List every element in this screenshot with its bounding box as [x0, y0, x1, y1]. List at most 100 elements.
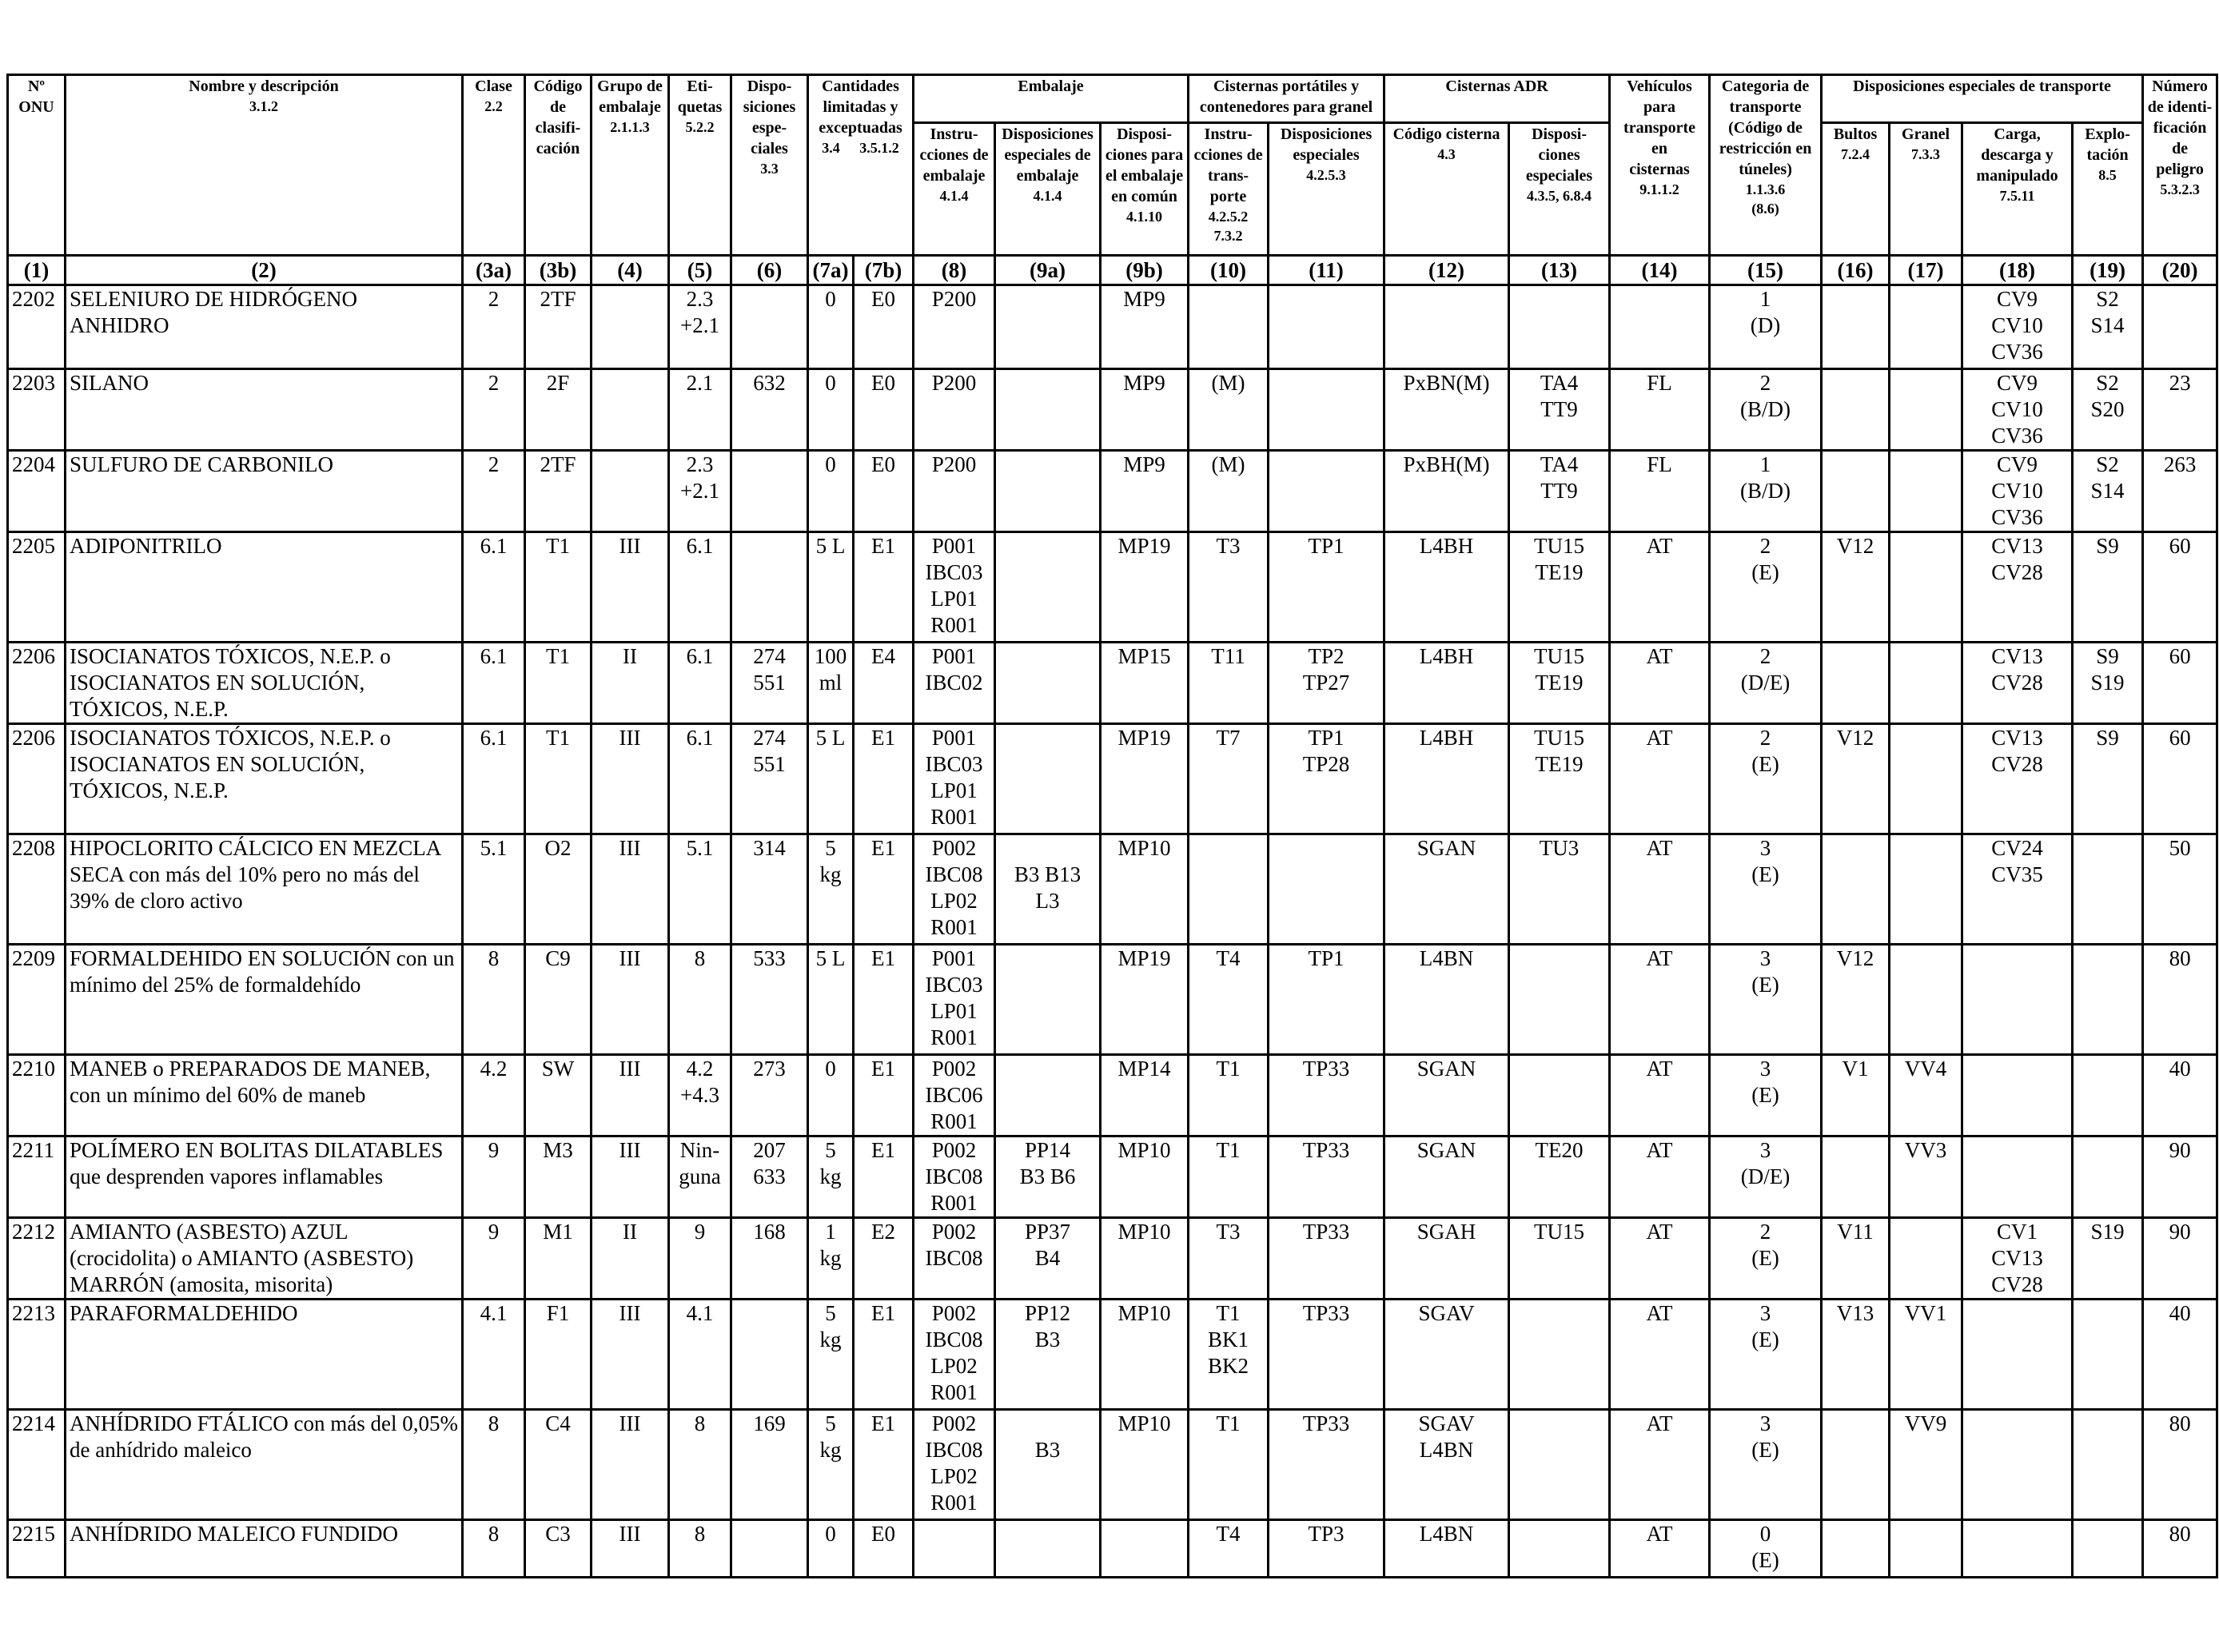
un-number-cell: 2209 [6, 943, 66, 1056]
limited-quantity-cell: 5 kg [807, 833, 855, 945]
mixed-packing-cell: MP10 [1099, 833, 1190, 945]
operation-cell [2071, 943, 2145, 1056]
bulk-cell [1888, 449, 1964, 533]
classification-code-cell: 2F [524, 368, 592, 452]
limited-quantity-cell: 0 [807, 1053, 855, 1137]
packing-group-cell: III [590, 1053, 670, 1137]
vehicle-cell: AT [1608, 1053, 1711, 1137]
hazard-id-cell: 60 [2141, 531, 2219, 643]
un-number-cell: 2204 [6, 449, 66, 533]
header-un-number: Nº ONU [6, 74, 66, 257]
bulk-cell [1888, 284, 1964, 370]
packing-instructions-cell: P002 IBC06 R001 [912, 1053, 997, 1137]
packing-group-cell: III [590, 943, 670, 1056]
packing-group-cell: III [590, 1135, 670, 1219]
un-number-cell: 2208 [6, 833, 66, 945]
tank-provisions-cell: TU15 TE19 [1508, 531, 1611, 643]
packing-group-cell: II [590, 1216, 670, 1300]
tank-code-cell: SGAH [1383, 1216, 1511, 1300]
name-cell: ISOCIANATOS TÓXICOS, N.E.P. o ISOCIANATO… [64, 641, 464, 725]
hazard-id-cell: 80 [2141, 1408, 2219, 1521]
tank-special-cell [1267, 449, 1386, 533]
mixed-packing-cell [1099, 1519, 1190, 1578]
labels-cell: 9 [667, 1216, 732, 1300]
un-number-cell: 2202 [6, 284, 66, 370]
header-adr-tanks: Cisternas ADR [1383, 74, 1611, 124]
header-packages: Bultos 7.2.4 [1820, 121, 1891, 257]
header-portable-tanks: Cisternas portátiles y contenedores para… [1187, 74, 1386, 124]
name-cell: AMIANTO (ASBESTO) AZUL (crocidolita) o A… [64, 1216, 464, 1300]
special-provisions-cell: 274 551 [730, 641, 809, 725]
tank-provisions-cell: TU15 TE19 [1508, 723, 1611, 835]
packing-group-cell: III [590, 1519, 670, 1578]
tank-instructions-cell: T4 [1187, 943, 1270, 1056]
packing-instructions-cell: P002 IBC08 LP02 R001 [912, 833, 997, 945]
class-cell: 2 [461, 284, 526, 370]
column-number: (4) [590, 254, 670, 286]
classification-code-cell: 2TF [524, 449, 592, 533]
packing-instructions-cell: P200 [912, 284, 997, 370]
table-body: 2202 SELENIURO DE HIDRÓGENO ANHIDRO 2 2TF 2.… [6, 284, 2219, 1578]
packages-cell: V1 [1820, 1053, 1891, 1137]
excepted-quantity-cell: E1 [851, 723, 915, 835]
vehicle-cell: AT [1608, 1216, 1711, 1300]
packing-special-cell [994, 449, 1102, 533]
tank-instructions-cell [1187, 284, 1270, 370]
class-cell: 6.1 [461, 641, 526, 725]
hazard-id-cell: 40 [2141, 1053, 2219, 1137]
tank-code-cell: PxBH(M) [1383, 449, 1511, 533]
special-provisions-cell: 273 [730, 1053, 809, 1137]
packing-special-cell: PP37 B4 [994, 1216, 1102, 1300]
transport-category-cell: 1 (D) [1708, 284, 1823, 370]
bulk-cell [1888, 641, 1964, 725]
name-cell: ISOCIANATOS TÓXICOS, N.E.P. o ISOCIANATO… [64, 723, 464, 835]
header-vehicle: Vehículos para transporte en cisternas 9.… [1608, 74, 1711, 257]
mixed-packing-cell: MP10 [1099, 1298, 1190, 1411]
transport-category-cell: 2 (E) [1708, 531, 1823, 643]
hazard-id-cell: 23 [2141, 368, 2219, 452]
name-cell: PARAFORMALDEHIDO [64, 1298, 464, 1411]
tank-instructions-cell: T3 [1187, 531, 1270, 643]
mixed-packing-cell: MP9 [1099, 368, 1190, 452]
excepted-quantity-cell: E0 [851, 368, 915, 452]
tank-provisions-cell: TU15 TE19 [1508, 641, 1611, 725]
header-mixed-packing: Disposi- ciones para el embalaje en comú… [1099, 121, 1190, 257]
class-cell: 8 [461, 943, 526, 1056]
tank-instructions-cell: T4 [1187, 1519, 1270, 1578]
name-cell: ANHÍDRIDO MALEICO FUNDIDO [64, 1519, 464, 1578]
transport-category-cell: 3 (E) [1708, 1298, 1823, 1411]
packing-instructions-cell: P002 IBC08 [912, 1216, 997, 1300]
tank-instructions-cell: (M) [1187, 449, 1270, 533]
packages-cell [1820, 1519, 1891, 1578]
tank-code-cell: L4BN [1383, 1519, 1511, 1578]
operation-cell: S2 S20 [2071, 368, 2145, 452]
loading-cell: CV24 CV35 [1961, 833, 2074, 945]
tank-instructions-cell: T11 [1187, 641, 1270, 725]
operation-cell [2071, 1053, 2145, 1137]
column-number: (5) [667, 254, 732, 286]
packing-instructions-cell: P001 IBC03 LP01 R001 [912, 531, 997, 643]
tank-special-cell [1267, 368, 1386, 452]
tank-instructions-cell: T1 [1187, 1135, 1270, 1219]
special-provisions-cell: 632 [730, 368, 809, 452]
class-cell: 4.1 [461, 1298, 526, 1411]
loading-cell: CV1 CV13 CV28 [1961, 1216, 2074, 1300]
packages-cell [1820, 368, 1891, 452]
vehicle-cell: AT [1608, 943, 1711, 1056]
tank-code-cell: SGAV [1383, 1298, 1511, 1411]
packing-instructions-cell: P002 IBC08 R001 [912, 1135, 997, 1219]
classification-code-cell: F1 [524, 1298, 592, 1411]
tank-instructions-cell: T1 BK1 BK2 [1187, 1298, 1270, 1411]
loading-cell: CV9 CV10 CV36 [1961, 368, 2074, 452]
un-number-cell: 2211 [6, 1135, 66, 1219]
packing-instructions-cell: P002 IBC08 LP02 R001 [912, 1408, 997, 1521]
special-provisions-cell: 533 [730, 943, 809, 1056]
class-cell: 8 [461, 1519, 526, 1578]
column-number: (13) [1508, 254, 1611, 286]
column-number: (19) [2071, 254, 2145, 286]
classification-code-cell: 2TF [524, 284, 592, 370]
packing-group-cell: III [590, 531, 670, 643]
labels-cell: 6.1 [667, 531, 732, 643]
classification-code-cell: O2 [524, 833, 592, 945]
transport-category-cell: 3 (D/E) [1708, 1135, 1823, 1219]
